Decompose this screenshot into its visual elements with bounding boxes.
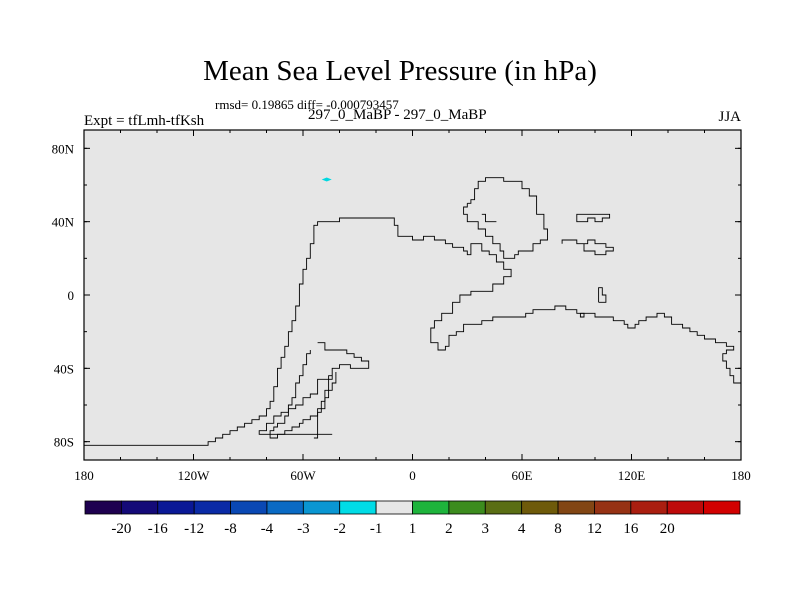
colorbar-swatch [339, 500, 377, 515]
season-label: JJA [718, 109, 741, 125]
colorbar-label: -16 [148, 521, 168, 537]
colorbar-swatch [484, 500, 523, 515]
x-tick-label: 60E [512, 468, 533, 483]
colorbar-swatch [594, 500, 632, 515]
y-tick-label: 80S [54, 435, 74, 450]
colorbar-swatch [557, 500, 595, 515]
colorbar-label: -1 [370, 521, 383, 537]
colorbar-swatch [412, 500, 450, 515]
colorbar-label: 1 [409, 521, 417, 537]
chart-title: Mean Sea Level Pressure (in hPa) [203, 55, 597, 87]
experiment-label: Expt = tfLmh-tfKsh [84, 113, 205, 129]
colorbar-label: -12 [184, 521, 204, 537]
colorbar-swatch [666, 500, 705, 515]
coastline-3 [258, 375, 333, 435]
x-tick-label: 60W [290, 468, 316, 483]
colorbar-swatch [703, 500, 741, 515]
y-tick-label: 0 [68, 288, 75, 303]
chart-subtitle: 297_0_MaBP - 297_0_MaBP [308, 107, 487, 123]
colorbar-swatch [448, 500, 486, 515]
coastline-0 [84, 217, 741, 446]
colorbar-swatch [120, 500, 159, 515]
colorbar-label: 2 [445, 521, 453, 537]
x-tick-label: 120W [178, 468, 211, 483]
coastline-1 [313, 342, 370, 439]
coastline-9 [579, 312, 585, 318]
colorbar-swatch [630, 500, 668, 515]
anomaly-spot [321, 177, 332, 182]
colorbar-label: 20 [660, 521, 675, 537]
colorbar-swatch [302, 500, 341, 515]
colorbar-swatch [157, 500, 195, 515]
colorbar-label: 16 [623, 521, 639, 537]
colorbar-swatch [266, 500, 304, 515]
coastline-4 [463, 177, 548, 259]
x-tick-label: 180 [74, 468, 94, 483]
colorbar-label: -20 [111, 521, 131, 537]
y-tick-label: 80N [52, 141, 75, 156]
y-tick-label: 40N [52, 215, 75, 230]
colorbar: -20 -16 -12 -8 -4 -3 -2 -1 1 2 3 4 8 12 16 20 [84, 500, 741, 537]
colorbar-label: 12 [587, 521, 602, 537]
colorbar-label: 4 [518, 521, 526, 537]
colorbar-label: -2 [333, 521, 346, 537]
field-background [84, 130, 741, 460]
colorbar-swatch [193, 500, 231, 515]
colorbar-label: -3 [297, 521, 310, 537]
plot-area: 180 120W 60W 0 60E 120E 180 80N 40N 0 40S 80S [52, 129, 751, 483]
stats-line: rmsd= 0.19865 diff= -0.000793457 [215, 97, 399, 112]
colorbar-label: 8 [554, 521, 562, 537]
colorbar-swatch [521, 500, 559, 515]
coastline-5 [481, 213, 497, 223]
colorbar-swatch [84, 500, 122, 515]
colorbar-label: -8 [224, 521, 237, 537]
x-tick-label: 0 [409, 468, 416, 483]
coastline-7 [561, 239, 614, 256]
x-tick-label: 180 [731, 468, 751, 483]
colorbar-swatch [375, 500, 413, 515]
colorbar-swatch [230, 500, 268, 515]
x-tick-label: 120E [618, 468, 646, 483]
coastline-8 [598, 287, 607, 303]
coastline-2 [269, 350, 337, 439]
y-tick-label: 40S [54, 361, 74, 376]
colorbar-label: -4 [261, 521, 274, 537]
colorbar-label: 3 [482, 521, 490, 537]
coastline-6 [576, 213, 611, 223]
